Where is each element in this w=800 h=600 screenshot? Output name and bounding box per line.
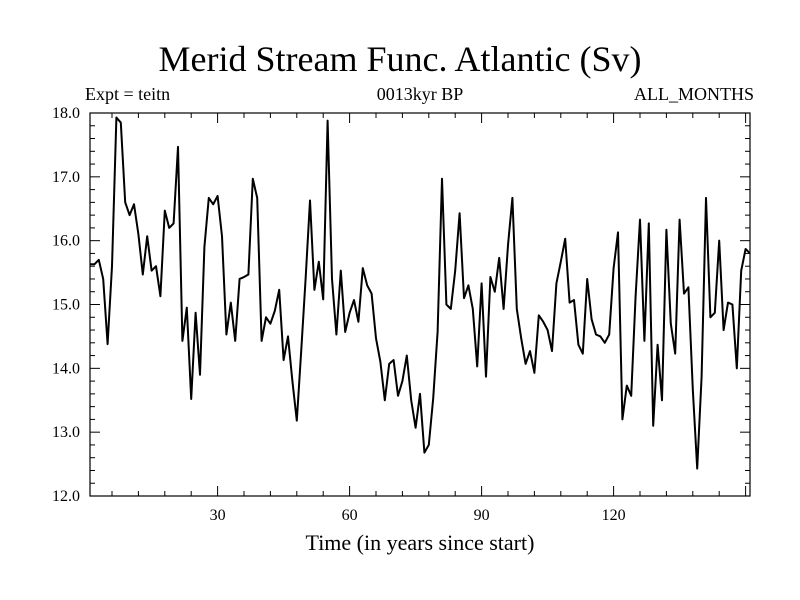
- x-axis-label: Time (in years since start): [305, 530, 535, 555]
- x-tick-label: 90: [474, 507, 490, 524]
- y-tick-label: 12.0: [52, 488, 80, 505]
- y-tick-label: 17.0: [52, 169, 80, 186]
- chart-title: Merid Stream Func. Atlantic (Sv): [158, 39, 642, 79]
- period-label: 0013kyr BP: [376, 84, 464, 104]
- y-tick-label: 18.0: [52, 105, 80, 122]
- x-tick-label: 120: [602, 507, 626, 524]
- series-layer: [90, 116, 751, 470]
- y-tick-label: 13.0: [52, 424, 80, 441]
- axis-ticks: 12.0 13.0 14.0 15.0 16.0 17.0 18.0 30 60 90 120: [52, 105, 750, 524]
- x-tick-label: 60: [342, 507, 358, 524]
- y-tick-label: 15.0: [52, 297, 80, 314]
- experiment-label: Expt = teitn: [85, 84, 171, 104]
- x-tick-label: 30: [210, 507, 226, 524]
- series-line: [90, 116, 751, 470]
- y-tick-label: 16.0: [52, 233, 80, 250]
- months-label: ALL_MONTHS: [634, 84, 754, 104]
- y-tick-label: 14.0: [52, 360, 80, 377]
